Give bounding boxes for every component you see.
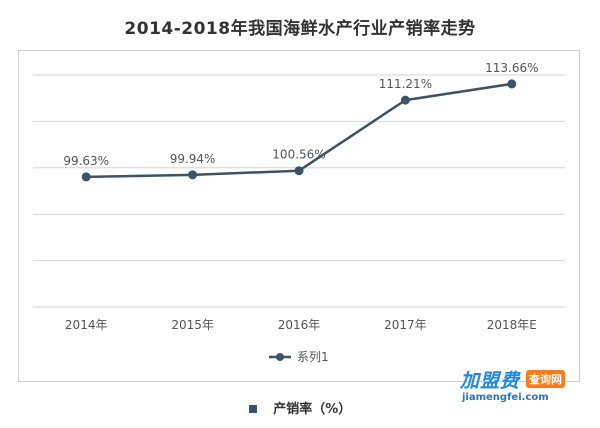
watermark-url: jiamengfei.com [462, 392, 549, 403]
watermark-tag: 查询网 [526, 370, 565, 388]
x-tick-label: 2014年 [65, 318, 108, 332]
caption: 产销率（%） [0, 398, 600, 417]
data-point [400, 95, 410, 105]
data-label: 100.56% [272, 148, 325, 162]
x-tick-label: 2018年E [487, 318, 537, 332]
chart-title: 2014-2018年我国海鲜水产行业产销率走势 [124, 19, 476, 39]
series-line [86, 82, 512, 179]
x-tick-label: 2015年 [171, 318, 214, 332]
data-point [188, 170, 198, 180]
data-point [294, 166, 304, 176]
x-tick-label: 2017年 [384, 318, 427, 332]
chart-panel: 2014年 2015年 2016年 2017年 2018年E 99.63% 99.94% 10… [18, 50, 580, 382]
data-label: 99.94% [170, 152, 216, 166]
watermark-brand: 加盟费 [460, 370, 521, 392]
data-label: 113.66% [485, 61, 538, 75]
data-label: 111.21% [379, 77, 432, 91]
legend-marker [276, 353, 284, 361]
data-point [507, 79, 517, 89]
line-chart: 2014年 2015年 2016年 2017年 2018年E 99.63% 99.94% 10… [33, 61, 565, 364]
watermark-logo: 加盟费 查询网 jiamengfei.com [460, 366, 592, 410]
data-label: 99.63% [63, 154, 109, 168]
caption-label: 产销率（%） [273, 402, 352, 417]
caption-square-marker [248, 404, 257, 413]
legend-label: 系列1 [297, 350, 329, 364]
x-tick-label: 2016年 [278, 318, 321, 332]
data-point [81, 172, 91, 182]
